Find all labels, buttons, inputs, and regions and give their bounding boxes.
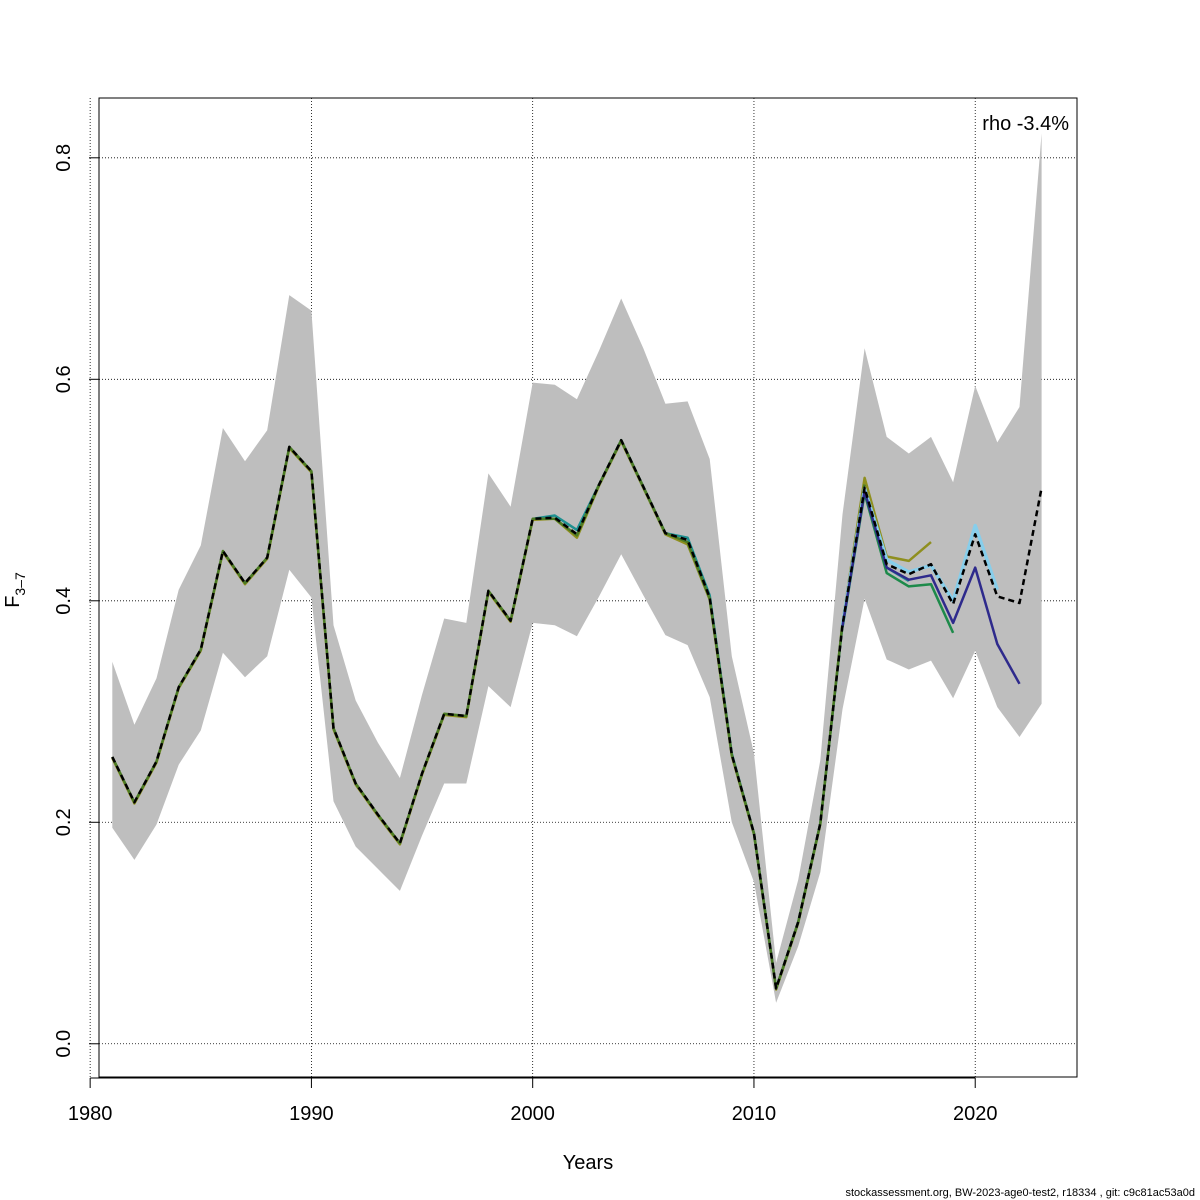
x-axis: 1980 1990 2000 2010 2020 bbox=[68, 1077, 998, 1125]
x-tick-label: 2000 bbox=[510, 1103, 555, 1125]
y-tick-label: 0.6 bbox=[53, 365, 75, 393]
x-axis-title: Years bbox=[563, 1152, 613, 1174]
x-tick-label: 1990 bbox=[289, 1103, 334, 1125]
y-axis-title-subscript: 3–7 bbox=[12, 572, 28, 596]
y-axis: 0.0 0.2 0.4 0.6 0.8 bbox=[53, 144, 100, 1058]
y-tick-label: 0.2 bbox=[53, 808, 75, 836]
y-axis-title: F3–7 bbox=[2, 572, 28, 608]
footer-credit: stockassessment.org, BW-2023-age0-test2,… bbox=[845, 1187, 1195, 1199]
y-axis-title-main: F bbox=[2, 596, 24, 608]
confidence-band bbox=[112, 133, 1042, 1003]
x-tick-label: 2010 bbox=[732, 1103, 777, 1125]
rho-annotation: rho -3.4% bbox=[982, 113, 1069, 135]
series-lines bbox=[111, 438, 1043, 991]
y-tick-label: 0.8 bbox=[53, 144, 75, 172]
series-line-base bbox=[111, 438, 1043, 990]
ci-band-area bbox=[112, 133, 1042, 1003]
y-tick-label: 0.0 bbox=[53, 1030, 75, 1058]
y-tick-label: 0.4 bbox=[53, 587, 75, 615]
x-tick-label: 2020 bbox=[953, 1103, 998, 1125]
x-tick-label: 1980 bbox=[68, 1103, 113, 1125]
